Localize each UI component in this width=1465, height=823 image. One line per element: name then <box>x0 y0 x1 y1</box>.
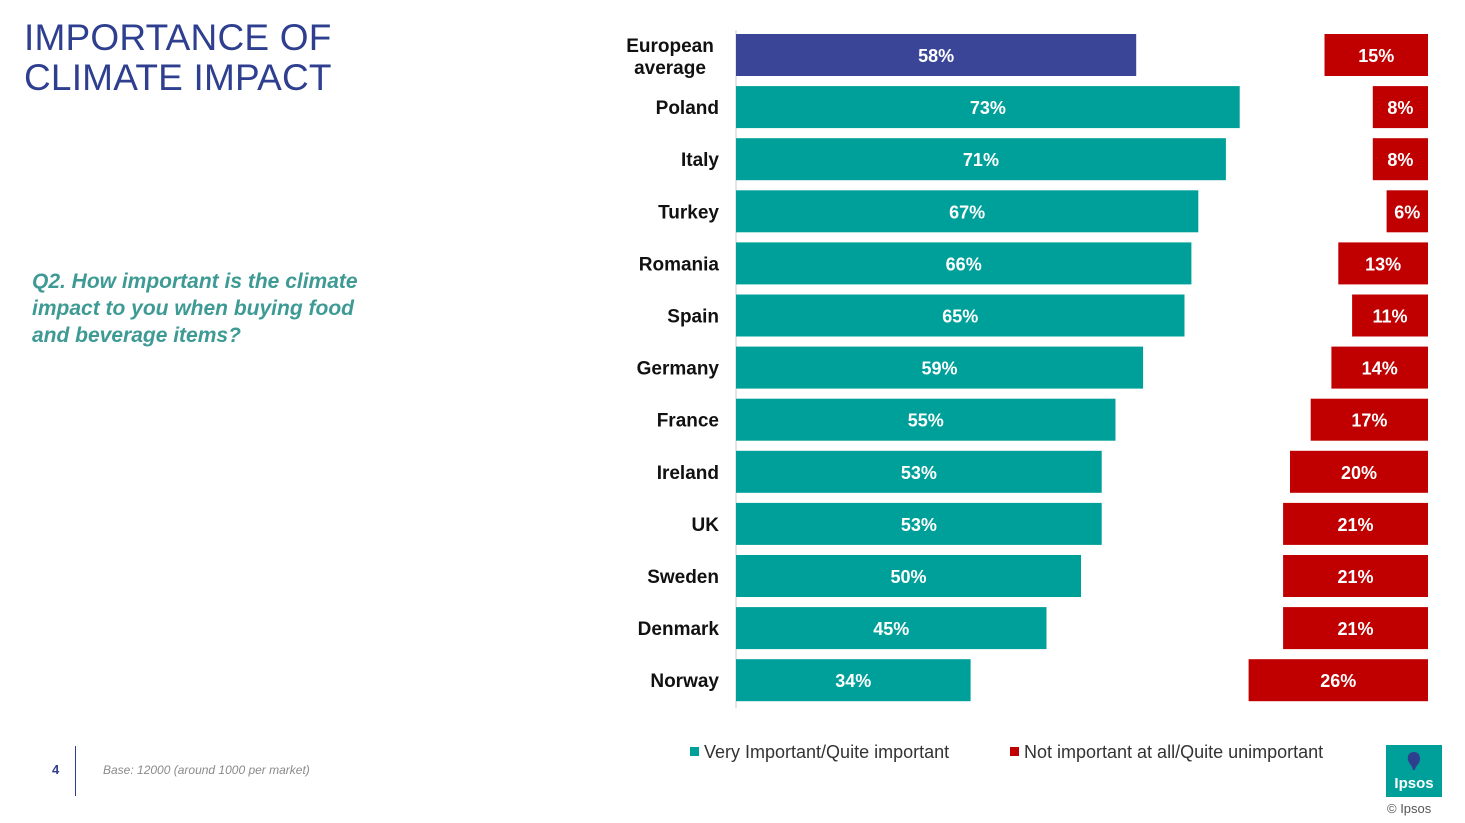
data-label-important: 53% <box>901 515 937 535</box>
data-label-unimportant: 11% <box>1373 307 1408 327</box>
data-label-important: 34% <box>835 671 871 691</box>
data-label-unimportant: 21% <box>1338 515 1374 535</box>
legend-label-important: Very Important/Quite important <box>704 742 950 762</box>
ipsos-logo-text: Ipsos <box>1394 775 1434 792</box>
bar-unimportant <box>1352 294 1428 337</box>
bar-important <box>736 242 1192 285</box>
footer-divider <box>75 746 76 796</box>
category-label: Romania <box>639 254 720 275</box>
legend-swatch-important <box>690 747 699 756</box>
data-label-important: 71% <box>963 150 999 170</box>
category-label: Ireland <box>657 463 719 484</box>
bar-unimportant <box>1372 86 1428 129</box>
bar-unimportant <box>1386 190 1428 233</box>
bar-unimportant <box>1310 398 1428 441</box>
data-label-unimportant: 6% <box>1394 202 1420 222</box>
category-label: Norway <box>650 671 719 692</box>
legend-label-unimportant: Not important at all/Quite unimportant <box>1024 742 1324 762</box>
bar-unimportant <box>1290 450 1428 493</box>
base-note: Base: 12000 (around 1000 per market) <box>103 763 310 777</box>
page-title: IMPORTANCE OF CLIMATE IMPACT <box>24 17 332 98</box>
data-label-important: 55% <box>908 411 944 431</box>
legend-item-unimportant: Not important at all/Quite unimportant <box>1010 742 1323 763</box>
data-label-unimportant: 8% <box>1387 98 1413 118</box>
data-label-important: 66% <box>946 254 982 274</box>
bar-important <box>736 34 1137 76</box>
data-label-important: 50% <box>890 567 926 587</box>
ipsos-logo: Ipsos <box>1386 745 1442 797</box>
bar-important <box>736 555 1081 597</box>
bar-important <box>736 346 1144 389</box>
data-label-unimportant: 26% <box>1320 671 1356 691</box>
data-label-important: 45% <box>873 619 909 639</box>
bar-unimportant <box>1283 555 1428 597</box>
copyright: © Ipsos <box>1387 801 1432 816</box>
bar-unimportant <box>1338 242 1428 285</box>
bar-unimportant <box>1283 607 1428 650</box>
data-label-unimportant: 15% <box>1358 46 1394 66</box>
data-label-unimportant: 13% <box>1365 254 1401 274</box>
category-label: Turkey <box>658 202 719 223</box>
data-label-unimportant: 17% <box>1351 411 1387 431</box>
data-label-unimportant: 8% <box>1387 150 1413 170</box>
bar-important <box>736 138 1226 181</box>
category-label: Germany <box>637 359 720 380</box>
data-label-unimportant: 20% <box>1341 463 1377 483</box>
category-label: France <box>657 411 719 432</box>
category-label: Sweden <box>647 567 719 588</box>
bar-important <box>736 294 1185 337</box>
data-label-important: 59% <box>922 359 958 379</box>
bar-important <box>736 607 1047 650</box>
category-label: European average <box>626 36 714 79</box>
data-label-important: 65% <box>942 307 978 327</box>
category-label: UK <box>692 515 720 536</box>
page-number: 4 <box>52 762 60 777</box>
bar-important <box>736 190 1199 233</box>
category-label: Poland <box>656 98 719 119</box>
ipsos-logo-icon <box>1407 752 1420 770</box>
data-label-unimportant: 21% <box>1338 567 1374 587</box>
category-label: Denmark <box>638 619 720 640</box>
bar-unimportant <box>1324 34 1428 76</box>
bar-unimportant <box>1283 502 1428 545</box>
bar-important <box>736 502 1102 545</box>
data-label-important: 67% <box>949 202 985 222</box>
survey-question: Q2. How important is the climate impact … <box>32 270 358 347</box>
bar-important <box>736 398 1116 441</box>
data-label-important: 73% <box>970 98 1006 118</box>
bar-unimportant <box>1248 659 1428 702</box>
bar-important <box>736 659 971 702</box>
bar-important <box>736 450 1102 493</box>
legend-swatch-unimportant <box>1010 747 1019 756</box>
legend-item-important: Very Important/Quite important <box>690 742 949 763</box>
bar-unimportant <box>1372 138 1428 181</box>
data-label-important: 53% <box>901 463 937 483</box>
data-label-unimportant: 14% <box>1362 359 1398 379</box>
category-label: Spain <box>667 307 719 328</box>
bar-unimportant <box>1331 346 1428 389</box>
category-label: Italy <box>681 150 719 171</box>
data-label-unimportant: 21% <box>1338 619 1374 639</box>
data-label-important: 58% <box>918 46 954 66</box>
bar-important <box>736 86 1240 129</box>
